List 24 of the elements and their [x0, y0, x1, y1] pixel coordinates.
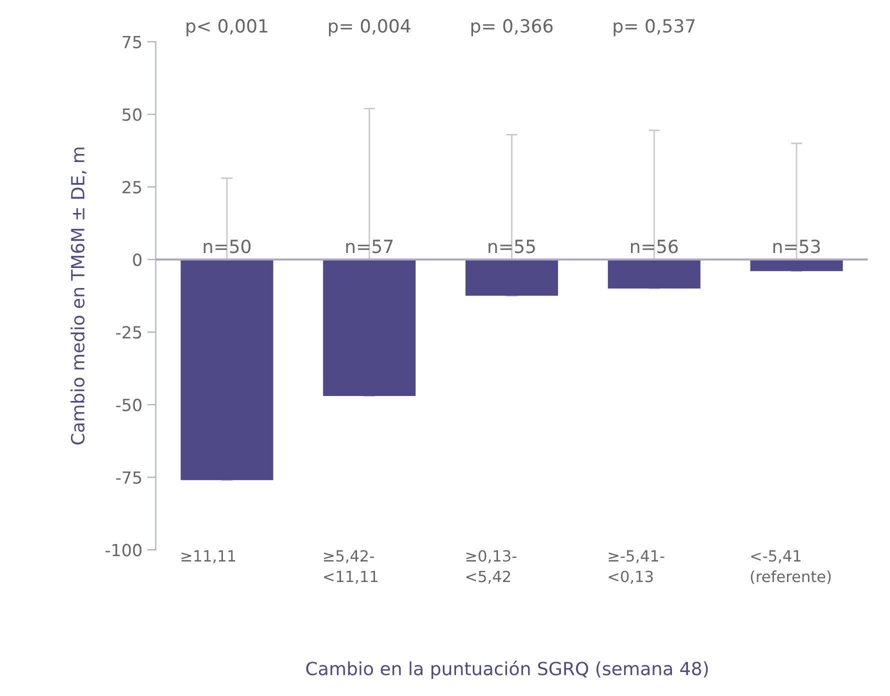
y-tick-label: 75 [122, 36, 142, 48]
annotation: n=53 [773, 240, 820, 254]
annotation: n=50 [204, 240, 251, 254]
y-tick-label: 25 [122, 180, 142, 194]
text: p= 0,366 [471, 19, 553, 36]
x-tick-label: ≥5,42- <11,11 [324, 550, 378, 584]
y-tick-label: -25 [116, 326, 142, 339]
text: p< 0,001 [186, 19, 268, 36]
y-tick-label: -50 [116, 398, 142, 412]
y-axis-title: Cambio medio en TM6M ± DE, m [70, 148, 86, 445]
x-tick-label: <-5,41 (referente) [750, 550, 831, 584]
y-tick-label: 50 [122, 108, 142, 121]
x-axis-title: Cambio en la puntuación SGRQ (semana 48) [306, 660, 708, 679]
annotation: n=57 [346, 240, 393, 254]
y-tick-label: -75 [116, 471, 142, 484]
x-tick-label: ≥0,13- <5,42 [466, 550, 516, 584]
y-tick-label: -100 [106, 544, 142, 556]
text: p= 0,537 [614, 19, 695, 36]
x-tick-label: ≥11,11 [182, 550, 236, 564]
annotation: n=56 [631, 240, 678, 254]
text: p= 0,004 [328, 19, 410, 36]
y-tick-label: 0 [133, 253, 142, 266]
x-tick-label: ≥-5,41- <0,13 [608, 550, 664, 584]
annotation: n=55 [488, 240, 535, 254]
